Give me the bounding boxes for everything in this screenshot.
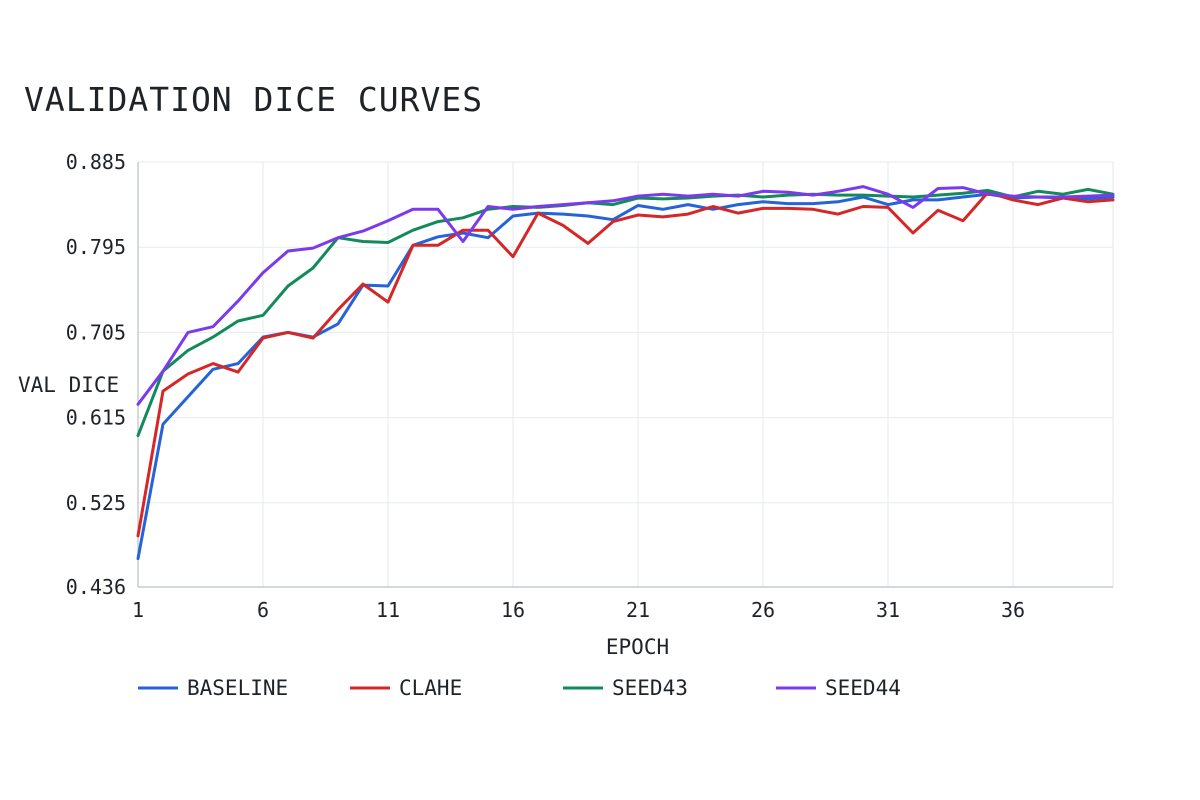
series-line-seed43 bbox=[136, 187, 1115, 438]
chart-title: VALIDATION DICE CURVES bbox=[24, 80, 484, 119]
y-tick-label: 0.525 bbox=[66, 491, 126, 515]
legend-label: BASELINE bbox=[187, 676, 288, 700]
y-tick-label: 0.885 bbox=[66, 150, 126, 174]
series-line-clahe bbox=[136, 190, 1115, 538]
legend-label: SEED44 bbox=[825, 676, 901, 700]
x-axis-label: EPOCH bbox=[606, 635, 669, 659]
legend-label: SEED43 bbox=[612, 676, 688, 700]
legend-item-seed43: SEED43 bbox=[563, 676, 688, 700]
legend-item-baseline: BASELINE bbox=[138, 676, 288, 700]
y-tick-label: 0.615 bbox=[66, 406, 126, 430]
y-tick-label: 0.436 bbox=[66, 575, 126, 599]
plot-area bbox=[137, 161, 1114, 588]
x-tick-label: 31 bbox=[876, 598, 900, 622]
x-tick-labels: 1 6 11 16 21 26 31 36 bbox=[132, 598, 1025, 622]
legend: BASELINE CLAHE SEED43 SEED44 bbox=[138, 676, 901, 700]
x-tick-label: 11 bbox=[376, 598, 400, 622]
x-tick-label: 6 bbox=[257, 598, 269, 622]
x-tick-label: 26 bbox=[751, 598, 775, 622]
y-tick-label: 0.705 bbox=[66, 320, 126, 344]
y-tick-label: 0.795 bbox=[66, 235, 126, 259]
axes bbox=[137, 162, 1113, 588]
x-tick-label: 36 bbox=[1001, 598, 1025, 622]
legend-label: CLAHE bbox=[399, 676, 462, 700]
legend-item-clahe: CLAHE bbox=[350, 676, 462, 700]
x-tick-label: 21 bbox=[626, 598, 650, 622]
y-tick-labels: 0.436 0.525 0.615 0.705 0.795 0.885 bbox=[66, 150, 126, 599]
series-lines bbox=[136, 185, 1115, 561]
y-axis-label: VAL DICE bbox=[18, 373, 119, 397]
legend-item-seed44: SEED44 bbox=[776, 676, 901, 700]
x-tick-label: 16 bbox=[501, 598, 525, 622]
x-tick-label: 1 bbox=[132, 598, 144, 622]
series-line-seed44 bbox=[136, 185, 1115, 406]
